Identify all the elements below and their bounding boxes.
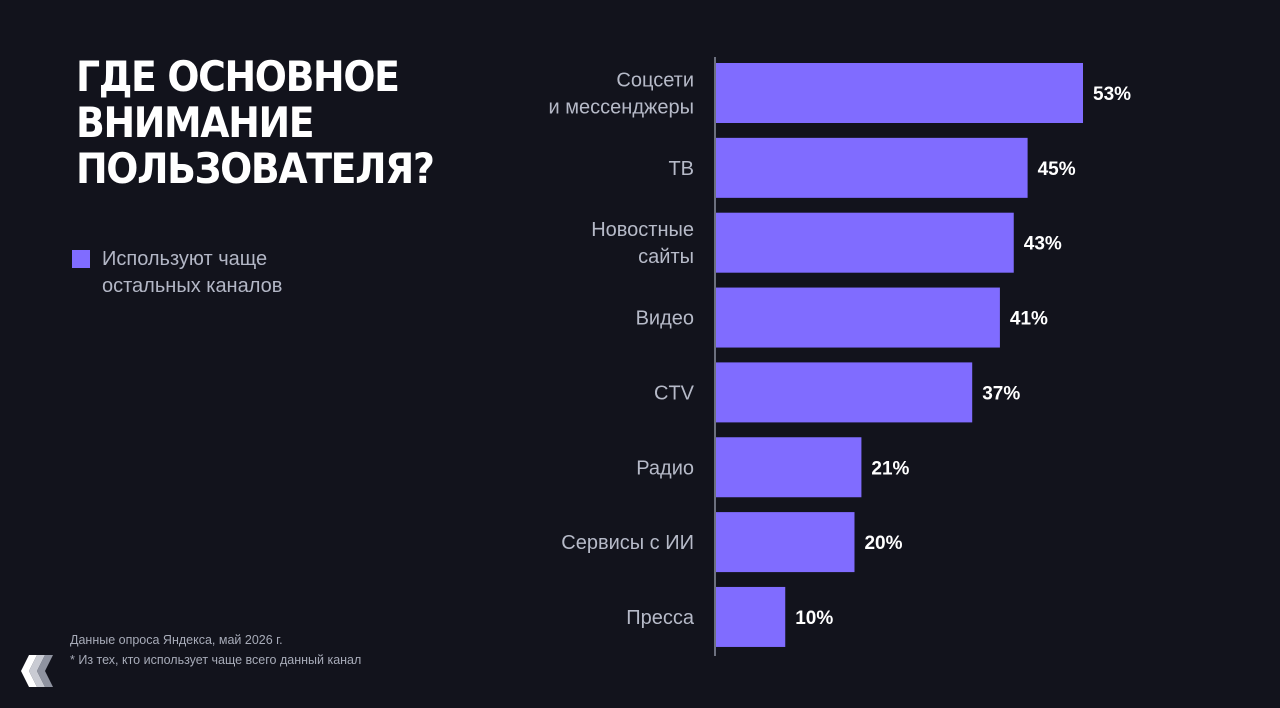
bar-6 [716, 437, 862, 498]
bar-4 [716, 287, 1000, 348]
value-label-8: 10% [795, 608, 833, 629]
footnote: Данные опроса Яндекса, май 2026 г. * Из … [70, 630, 361, 670]
value-label-2: 45% [1038, 159, 1076, 180]
page-title: ГДЕ ОСНОВНОЕ ВНИМАНИЕ ПОЛЬЗОВАТЕЛЯ? [76, 54, 454, 192]
category-label-6: Радио [636, 457, 694, 479]
title-line-1: ГДЕ ОСНОВНОЕ [76, 52, 400, 101]
footnote-source: Данные опроса Яндекса, май 2026 г. [70, 633, 283, 647]
bar-2 [716, 137, 1028, 198]
bar-8 [716, 586, 786, 647]
value-label-5: 37% [982, 383, 1020, 404]
brand-logo-icon [21, 655, 53, 687]
legend-label: Используют чаще остальных каналов [102, 248, 283, 297]
category-label-2: ТВ [668, 158, 694, 180]
category-label-4: Видео [636, 308, 694, 330]
bar-7 [716, 512, 855, 573]
bar-1 [716, 63, 1083, 123]
legend-swatch [72, 250, 90, 268]
category-label-7: Сервисы с ИИ [561, 532, 694, 554]
value-label-6: 21% [871, 458, 909, 479]
category-label-1: Соцсети и мессенджеры [549, 70, 694, 119]
category-label-5: CTV [654, 382, 695, 404]
bar-5 [716, 362, 973, 423]
category-label-8: Пресса [626, 607, 695, 629]
footnote-note: * Из тех, кто использует чаще всего данн… [70, 653, 362, 667]
category-label-3: Новостные сайты [591, 219, 694, 268]
title-line-2: ВНИМАНИЕ [76, 98, 315, 147]
value-label-1: 53% [1093, 84, 1131, 105]
chart-legend: Используют чаще остальных каналов [72, 246, 342, 300]
value-label-4: 41% [1010, 309, 1048, 330]
bar-3 [716, 212, 1014, 273]
title-line-3: ПОЛЬЗОВАТЕЛЯ? [76, 144, 435, 193]
value-label-7: 20% [864, 533, 902, 554]
value-label-3: 43% [1024, 234, 1062, 255]
